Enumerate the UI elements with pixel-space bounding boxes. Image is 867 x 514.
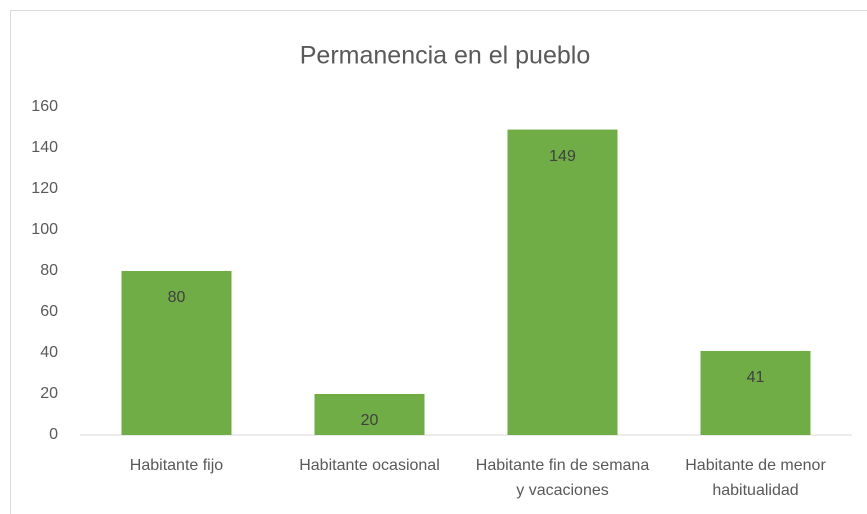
bar	[314, 394, 425, 435]
x-tick-label: Habitante fin de semana y vacaciones	[475, 457, 650, 499]
y-tick-label: 60	[40, 303, 58, 320]
bar	[121, 271, 232, 435]
y-tick-label: 40	[40, 344, 58, 361]
bar	[507, 129, 618, 436]
data-label: 80	[168, 289, 186, 306]
x-tick-label: Habitante ocasional	[299, 457, 440, 474]
data-label: 149	[549, 148, 576, 165]
bar	[700, 350, 811, 435]
data-label: 20	[361, 412, 379, 429]
x-tick-label: Habitante de menor habitualidad	[685, 457, 826, 499]
data-label: 41	[747, 369, 765, 386]
y-tick-label: 100	[31, 221, 58, 238]
y-tick-label: 120	[31, 180, 58, 197]
y-tick-label: 0	[49, 426, 58, 443]
y-tick-label: 20	[40, 385, 58, 402]
y-tick-label: 140	[31, 139, 58, 156]
y-tick-label: 160	[31, 98, 58, 115]
chart-border	[10, 10, 867, 514]
chart-title: Permanencia en el pueblo	[300, 42, 590, 70]
y-tick-label: 80	[40, 262, 58, 279]
x-tick-label: Habitante fijo	[129, 457, 224, 474]
